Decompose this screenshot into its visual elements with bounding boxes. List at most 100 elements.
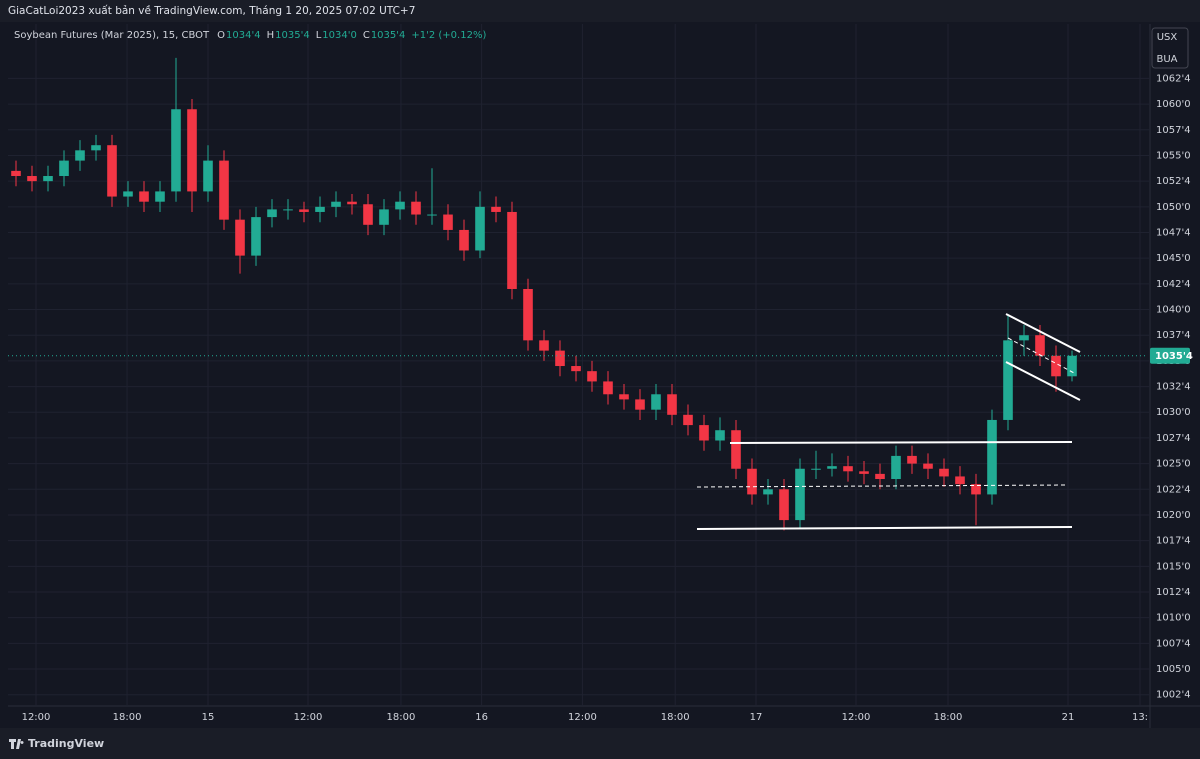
x-tick-label: 16	[475, 712, 488, 723]
candle-body	[171, 109, 181, 192]
candle-body	[459, 229, 469, 251]
y-tick-label: 1025'0	[1156, 459, 1191, 470]
y-tick-label: 1052'4	[1156, 176, 1191, 187]
candle-body	[955, 476, 965, 485]
y-tick-label: 1042'4	[1156, 279, 1191, 290]
x-tick-label: 18:00	[934, 712, 963, 723]
y-tick-label: 1032'4	[1156, 382, 1191, 393]
change-label: +1'2 (+0.12%)	[411, 30, 486, 41]
header-bar	[0, 0, 1200, 22]
candle-body	[187, 109, 197, 192]
candle-body	[491, 206, 501, 212]
candle-body	[91, 145, 101, 151]
last-price-box	[1150, 347, 1190, 364]
y-tick-label: 1057'4	[1156, 125, 1191, 136]
candle-body	[251, 217, 261, 256]
y-tick-label: 1010'0	[1156, 613, 1191, 624]
y-tick-label: 1027'4	[1156, 433, 1191, 444]
x-tick-label: 13:	[1132, 712, 1148, 723]
candle-body	[603, 381, 613, 395]
candle-body	[715, 430, 725, 441]
unit-label: BUA	[1156, 54, 1177, 65]
candle-body	[1019, 335, 1029, 341]
candle-body	[939, 468, 949, 477]
candle-body	[75, 150, 85, 161]
candle-body	[859, 471, 869, 474]
candle-body	[619, 394, 629, 400]
y-tick-label: 1037'4	[1156, 330, 1191, 341]
unit-box	[1151, 27, 1189, 69]
candles	[8, 57, 1148, 531]
candle-body	[827, 466, 837, 469]
y-tick-label: 1012'4	[1156, 587, 1191, 598]
candle-body	[507, 211, 517, 289]
footer-bar	[0, 728, 1200, 759]
range-top-line	[729, 441, 1073, 444]
x-tick-label: 17	[750, 712, 763, 723]
candle-body	[283, 209, 293, 211]
x-tick-label: 12:00	[568, 712, 597, 723]
candle-body	[123, 191, 133, 197]
x-tick-label: 21	[1062, 712, 1075, 723]
ohlc-key: O	[217, 30, 225, 41]
last-price-label: 1035'4	[1155, 351, 1193, 362]
candle-body	[699, 425, 709, 441]
candle-body	[267, 209, 277, 218]
symbol-label: Soybean Futures (Mar 2025), 15, CBOT	[14, 30, 210, 41]
ohlc-key: L	[316, 30, 322, 41]
range-mid-line	[696, 484, 1069, 488]
ohlc-value: 1034'0	[322, 30, 357, 41]
brand-logo	[9, 739, 24, 749]
candle-body	[683, 414, 693, 426]
brand-name: TradingView	[28, 737, 104, 750]
candle-body	[11, 170, 21, 177]
candle-body	[555, 350, 565, 367]
y-tick-label: 1047'4	[1156, 228, 1191, 239]
y-tick-label: 1015'0	[1156, 561, 1191, 572]
x-tick-label: 15	[202, 712, 215, 723]
x-tick-label: 12:00	[294, 712, 323, 723]
y-tick-label: 1007'4	[1156, 638, 1191, 649]
y-tick-label: 1050'0	[1156, 202, 1191, 213]
candle-body	[43, 176, 53, 182]
candle-body	[363, 204, 373, 225]
candle-body	[667, 394, 677, 415]
candle-body	[1051, 355, 1061, 377]
candle-body	[155, 191, 165, 202]
brand: TradingView	[9, 737, 104, 750]
x-tick-label: 18:00	[387, 712, 416, 723]
x-tick-label: 12:00	[22, 712, 51, 723]
candle-body	[747, 468, 757, 495]
candle-body	[731, 430, 741, 469]
candle-body	[843, 466, 853, 472]
ohlc-key: C	[363, 30, 370, 41]
candle-body	[27, 176, 37, 182]
y-tick-label: 1022'4	[1156, 484, 1191, 495]
drawings	[696, 313, 1081, 530]
axes: 1002'4 1005'0 1007'4 1010'0 1012'4 1015'0 1017…	[22, 73, 1193, 723]
candle-body	[219, 160, 229, 220]
y-tick-label: 1020'0	[1156, 510, 1191, 521]
candle-body	[907, 455, 917, 464]
grid	[8, 24, 1150, 706]
y-tick-label: 1005'0	[1156, 664, 1191, 675]
x-tick-label: 12:00	[842, 712, 871, 723]
candle-body	[315, 206, 325, 212]
x-tick-label: 18:00	[113, 712, 142, 723]
candle-body	[475, 206, 485, 251]
channel-mid-line	[1007, 337, 1077, 375]
candle-body	[107, 145, 117, 197]
candle-body	[635, 399, 645, 410]
channel-top-line	[1005, 313, 1081, 353]
candle-body	[779, 489, 789, 521]
candle-body	[395, 201, 405, 210]
candle-body	[347, 201, 357, 205]
y-tick-label: 1055'0	[1156, 150, 1191, 161]
candle-body	[811, 468, 821, 470]
candle-body	[795, 468, 805, 521]
candle-body	[571, 366, 581, 372]
candle-body	[875, 473, 885, 480]
